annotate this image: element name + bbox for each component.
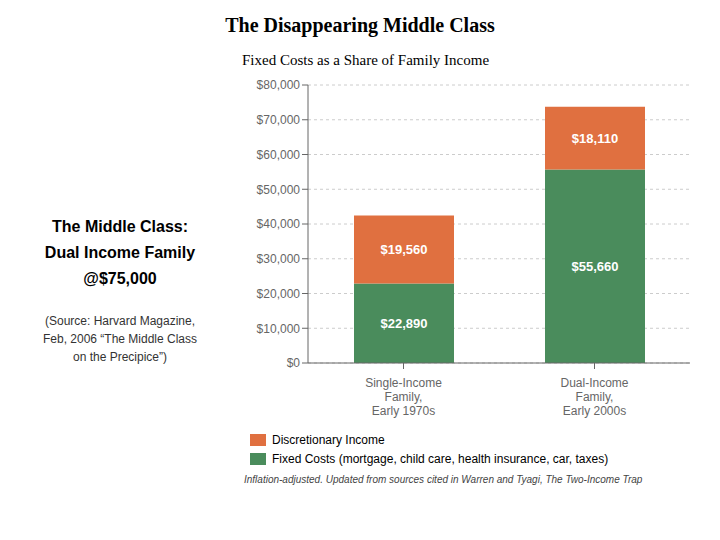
svg-text:Dual-IncomeFamily,Early 2000s: Dual-IncomeFamily,Early 2000s xyxy=(560,376,628,418)
svg-text:$30,000: $30,000 xyxy=(257,252,301,266)
svg-text:$18,110: $18,110 xyxy=(572,131,618,146)
svg-text:$19,560: $19,560 xyxy=(381,242,428,257)
html-text:Feb, 2006 “The Middle Class: Feb, 2006 “The Middle Class xyxy=(43,332,197,346)
svg-text:$50,000: $50,000 xyxy=(257,183,301,197)
html-text:(Source: Harvard Magazine,: (Source: Harvard Magazine, xyxy=(45,314,195,328)
html-text:The Middle Class:: The Middle Class: xyxy=(52,218,188,235)
svg-text:$70,000: $70,000 xyxy=(257,113,301,127)
html-text:on the Precipice”): on the Precipice”) xyxy=(73,350,167,364)
svg-text:$0: $0 xyxy=(287,356,301,370)
html-text:Dual Income Family: Dual Income Family xyxy=(44,244,196,261)
svg-text:$20,000: $20,000 xyxy=(257,287,301,301)
svg-text:Single-IncomeFamily,Early 1970: Single-IncomeFamily,Early 1970s xyxy=(365,376,442,418)
svg-text:$10,000: $10,000 xyxy=(257,322,301,336)
svg-text:$60,000: $60,000 xyxy=(257,148,301,162)
html-text:Discretionary Income: Discretionary Income xyxy=(272,433,385,447)
svg-text:$55,660: $55,660 xyxy=(572,259,619,274)
html-text:Fixed Costs (mortgage, child c: Fixed Costs (mortgage, child care, healt… xyxy=(272,452,609,466)
html-text:@$75,000: @$75,000 xyxy=(83,270,157,287)
html-text:The Disappearing Middle Class: The Disappearing Middle Class xyxy=(225,14,495,36)
html-text:Fixed Costs as a Share of Fami: Fixed Costs as a Share of Family Income xyxy=(242,52,489,68)
svg-text:$40,000: $40,000 xyxy=(257,217,301,231)
svg-text:$80,000: $80,000 xyxy=(257,78,301,92)
svg-text:$22,890: $22,890 xyxy=(381,316,428,331)
html-text:Inflation-adjusted. Updated fr: Inflation-adjusted. Updated from sources… xyxy=(244,474,643,485)
